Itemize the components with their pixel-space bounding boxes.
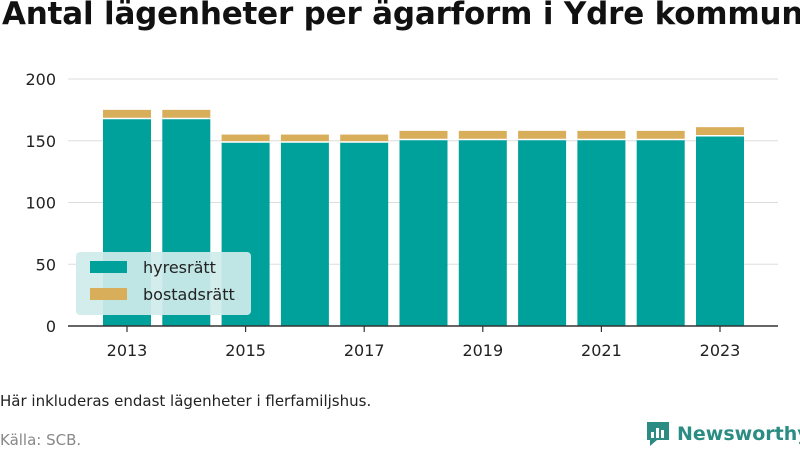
bar-hyresratt	[636, 139, 685, 326]
bar-bostadsratt	[458, 130, 507, 140]
newsworthy-logo-icon	[647, 422, 669, 446]
source-text: Källa: SCB.	[0, 431, 82, 449]
bar-bostadsratt	[280, 134, 329, 142]
brand-name: Newsworthy	[677, 423, 800, 445]
y-tick-label: 0	[46, 317, 56, 336]
x-tick-label: 2017	[344, 341, 385, 360]
bar-bostadsratt	[636, 130, 685, 140]
x-tick-label: 2013	[107, 341, 148, 360]
bar-hyresratt	[577, 139, 626, 326]
brand-logo: Newsworthy	[645, 420, 800, 448]
bar-hyresratt	[458, 139, 507, 326]
y-tick-label: 150	[25, 132, 56, 151]
bar-bostadsratt	[399, 130, 448, 140]
x-tick-label: 2021	[581, 341, 622, 360]
chart-title: Antal lägenheter per ägarform i Ydre kom…	[2, 0, 800, 32]
bar-bostadsratt	[221, 134, 270, 142]
legend-label: bostadsrätt	[143, 285, 235, 304]
bar-bostadsratt	[103, 109, 151, 119]
bars	[103, 109, 744, 327]
bar-bostadsratt	[340, 134, 389, 142]
bar-hyresratt	[696, 135, 744, 326]
bar-hyresratt	[399, 139, 448, 326]
y-axis-ticks: 0 50 100 150 200	[25, 70, 56, 336]
bar-bostadsratt	[518, 130, 567, 140]
bar-chart: 0 50 100 150 200 2013 2015 2017 2019 2021 2023 hy…	[25, 70, 778, 360]
bar-hyresratt	[280, 141, 329, 326]
x-tick-label: 2019	[462, 341, 503, 360]
x-tick-label: 2023	[700, 341, 741, 360]
y-tick-label: 100	[25, 194, 56, 213]
x-tick-label: 2015	[225, 341, 266, 360]
y-tick-label: 50	[36, 255, 56, 274]
bar-hyresratt	[518, 139, 567, 326]
bar-bostadsratt	[696, 127, 744, 136]
x-axis: 2013 2015 2017 2019 2021 2023	[68, 325, 778, 360]
legend: hyresrätt bostadsrätt	[76, 252, 251, 315]
footnote: Här inkluderas endast lägenheter i flerf…	[0, 392, 372, 410]
bar-bostadsratt	[162, 109, 211, 119]
bar-bostadsratt	[577, 130, 626, 140]
legend-swatch	[90, 261, 127, 273]
legend-swatch	[90, 288, 127, 300]
legend-label: hyresrätt	[143, 258, 216, 277]
y-tick-label: 200	[25, 70, 56, 89]
bar-hyresratt	[340, 141, 389, 326]
